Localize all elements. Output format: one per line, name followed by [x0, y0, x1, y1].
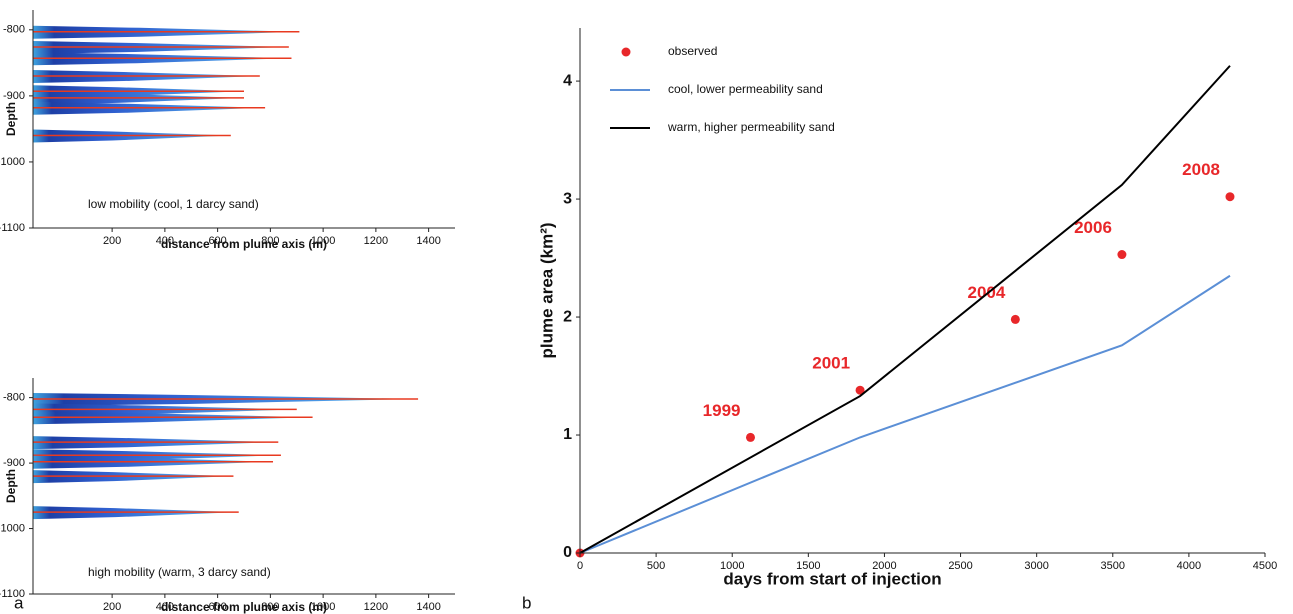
x-tick-label: 1400 [416, 235, 440, 247]
x-tick-label: 2000 [872, 560, 896, 572]
annotation: high mobility (warm, 3 darcy sand) [88, 565, 271, 579]
series-line [579, 274, 1231, 554]
y-tick-label: -800 [3, 24, 25, 36]
legend-label: warm, higher permeability sand [667, 120, 835, 134]
x-tick-label: 1200 [364, 601, 388, 613]
x-tick-label: 2500 [948, 560, 972, 572]
x-tick-label: 4000 [1177, 560, 1201, 572]
x-tick-label: 3000 [1024, 560, 1048, 572]
y-tick-label: -1100 [0, 588, 25, 600]
observed-point [1117, 250, 1127, 260]
y-tick-label: 0 [563, 544, 572, 561]
observed-point [1010, 314, 1020, 324]
x-tick-label: 1000 [311, 235, 335, 247]
x-tick-label: 400 [156, 235, 174, 247]
point-label: 1999 [703, 401, 741, 420]
y-tick-label: 1 [563, 426, 572, 443]
y-axis-title: Depth [4, 469, 18, 503]
x-tick-label: 4500 [1253, 560, 1277, 572]
x-tick-label: 800 [261, 601, 279, 613]
y-tick-label: -800 [3, 392, 25, 404]
x-tick-label: 3500 [1101, 560, 1125, 572]
observed-point [855, 385, 865, 395]
x-tick-label: 600 [208, 235, 226, 247]
y-axis-title: plume area (km²) [537, 222, 556, 358]
x-axis-title: distance from plume axis (m) [161, 600, 327, 614]
x-tick-label: 1500 [796, 560, 820, 572]
y-tick-label: 3 [563, 190, 572, 207]
x-tick-label: 200 [103, 235, 121, 247]
observed-point [1225, 192, 1235, 202]
x-axis-title: days from start of injection [723, 569, 941, 588]
y-axis-title: Depth [4, 102, 18, 136]
observed-point [745, 432, 755, 442]
y-tick-label: -1000 [0, 156, 25, 168]
y-tick-label: 4 [563, 72, 572, 89]
legend-marker [621, 47, 631, 57]
annotation: low mobility (cool, 1 darcy sand) [88, 197, 259, 211]
x-tick-label: 1000 [311, 601, 335, 613]
x-tick-label: 400 [156, 601, 174, 613]
point-label: 2008 [1182, 160, 1220, 179]
y-tick-label: -900 [3, 457, 25, 469]
x-tick-label: 0 [577, 560, 583, 572]
legend-label: observed [668, 44, 717, 58]
y-tick-label: -1100 [0, 222, 25, 234]
series-line [579, 65, 1231, 554]
x-tick-label: 200 [103, 601, 121, 613]
panel-label: b [522, 593, 531, 612]
point-label: 2004 [968, 283, 1006, 302]
x-tick-label: 1400 [416, 601, 440, 613]
y-tick-label: -900 [3, 90, 25, 102]
legend-label: cool, lower permeability sand [668, 82, 823, 96]
x-tick-label: 800 [261, 235, 279, 247]
x-tick-label: 1200 [364, 235, 388, 247]
x-tick-label: 1000 [720, 560, 744, 572]
panel-label: a [14, 593, 24, 612]
x-tick-label: 500 [647, 560, 665, 572]
point-label: 2001 [812, 354, 850, 373]
x-tick-label: 600 [208, 601, 226, 613]
y-tick-label: 2 [563, 308, 572, 325]
y-tick-label: -1000 [0, 522, 25, 534]
point-label: 2006 [1074, 218, 1112, 237]
x-axis-title: distance from plume axis (m) [161, 237, 327, 251]
